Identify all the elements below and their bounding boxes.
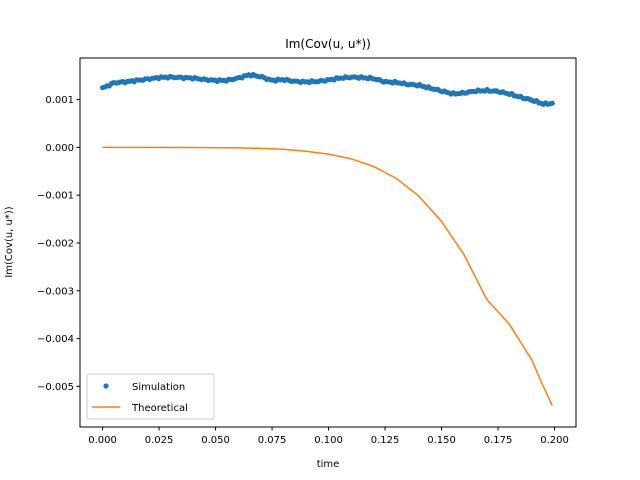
x-tick-label: 0.150 [427,435,456,446]
y-tick-label: −0.001 [37,191,74,202]
y-axis-label: Im(Cov(u, u*)) [4,206,15,277]
y-tick-label: −0.002 [37,238,74,249]
simulation-point [549,100,555,106]
x-tick-label: 0.075 [258,435,287,446]
x-tick-label: 0.025 [145,435,174,446]
x-tick-label: 0.050 [201,435,230,446]
x-tick-label: 0.125 [371,435,400,446]
y-axis: 0.001 0.000 −0.001 −0.002 −0.003 −0.004 −0.005 [37,95,80,393]
legend-label-simulation: Simulation [132,382,185,393]
y-tick-label: −0.005 [37,382,74,393]
y-tick-label: −0.003 [37,286,74,297]
y-tick-label: 0.000 [45,143,74,154]
x-tick-label: 0.175 [484,435,513,446]
legend: Simulation Theoretical [86,373,215,420]
x-tick-label: 0.000 [88,435,117,446]
x-axis: 0.000 0.025 0.050 0.075 0.100 0.125 0.150 0.175… [88,427,569,446]
legend-marker-simulation [103,383,109,389]
chart-title: Im(Cov(u, u*)) [285,37,371,51]
y-tick-label: 0.001 [45,95,74,106]
series-theoretical [102,146,553,406]
x-tick-label: 0.100 [314,435,343,446]
y-tick-label: −0.004 [37,334,74,345]
x-tick-label: 0.200 [540,435,569,446]
series-simulation [100,71,555,107]
x-axis-label: time [317,459,340,470]
theoretical-line [102,146,553,406]
legend-label-theoretical: Theoretical [131,403,188,414]
